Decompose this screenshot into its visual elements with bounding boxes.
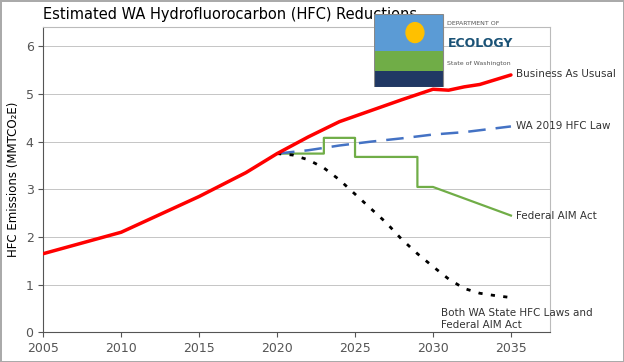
Bar [374,51,442,78]
Text: Estimated WA Hydrofluorocarbon (HFC) Reductions: Estimated WA Hydrofluorocarbon (HFC) Red… [43,7,417,22]
Text: Federal AIM Act: Federal AIM Act [515,211,597,220]
Text: DEPARTMENT OF: DEPARTMENT OF [447,21,500,26]
Text: WA 2019 HFC Law: WA 2019 HFC Law [515,121,610,131]
Circle shape [406,22,424,43]
Bar [374,14,442,87]
Y-axis label: HFC Emissions (MMTCO₂E): HFC Emissions (MMTCO₂E) [7,102,20,257]
Text: ECOLOGY: ECOLOGY [447,37,513,50]
Text: State of Washington: State of Washington [447,61,511,66]
Text: Both WA State HFC Laws and
Federal AIM Act: Both WA State HFC Laws and Federal AIM A… [441,308,592,330]
Text: Business As Ususal: Business As Ususal [515,69,615,79]
Bar [374,71,442,87]
Bar [374,14,442,87]
